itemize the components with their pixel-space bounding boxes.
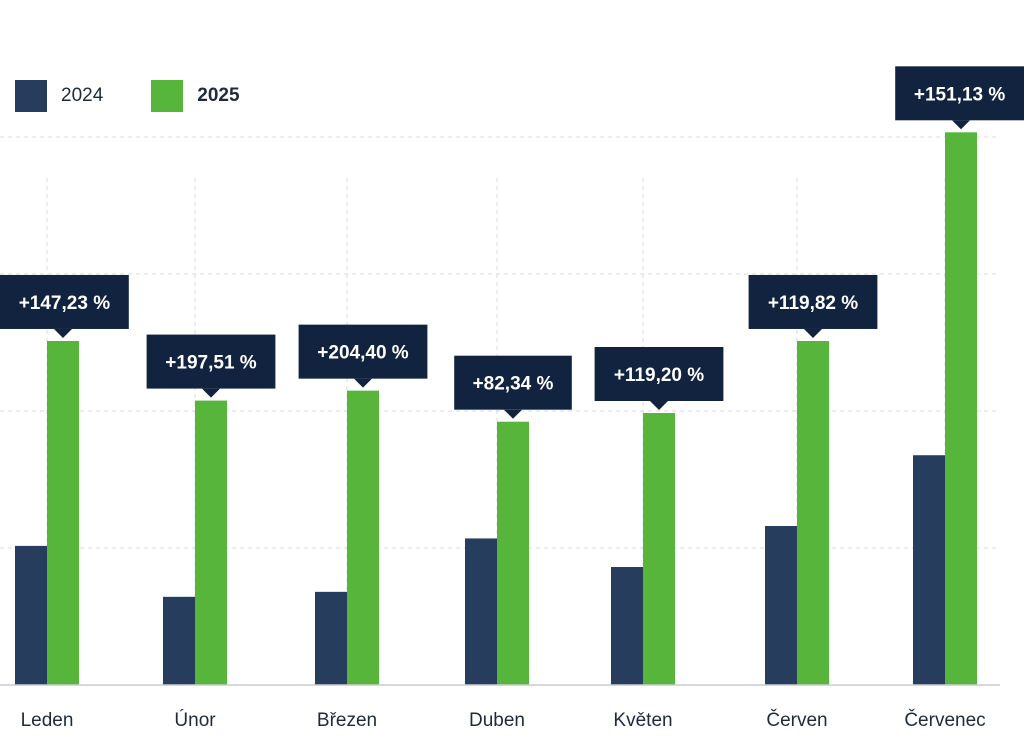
bar-2025-Duben bbox=[497, 421, 529, 685]
annotation-pointer bbox=[54, 328, 72, 338]
bar-2025-Červenec bbox=[945, 132, 977, 685]
annotation-box bbox=[594, 347, 724, 402]
bar-2024-Březen bbox=[315, 591, 347, 685]
legend-swatch-2024 bbox=[15, 80, 47, 112]
x-tick-label: Březen bbox=[317, 710, 377, 731]
annotation-pointer bbox=[354, 378, 372, 388]
annotation-box bbox=[0, 274, 129, 329]
annotation-pointer bbox=[202, 388, 220, 398]
annotation-box bbox=[146, 334, 276, 389]
bar-2025-Únor bbox=[195, 400, 227, 685]
bar-2024-Únor bbox=[163, 596, 195, 685]
annotation-label: +204,40 % bbox=[317, 343, 408, 364]
x-tick-label: Červenec bbox=[904, 709, 985, 731]
annotation-label: +151,13 % bbox=[914, 84, 1005, 105]
bar-2024-Červenec bbox=[913, 455, 945, 685]
annotation-label: +119,20 % bbox=[614, 365, 704, 386]
x-tick-label: Únor bbox=[174, 709, 216, 731]
legend-label-2025: 2025 bbox=[197, 85, 240, 106]
x-tick-label: Duben bbox=[469, 710, 525, 731]
bar-2025-Leden bbox=[47, 340, 79, 685]
bar-2024-Červen bbox=[765, 526, 797, 685]
x-tick-label: Leden bbox=[21, 710, 74, 731]
bar-2024-Leden bbox=[15, 545, 47, 685]
annotation-pointer bbox=[504, 409, 522, 419]
legend: 2024 2025 bbox=[15, 80, 288, 112]
bar-2024-Duben bbox=[465, 538, 497, 685]
bar-2025-Květen bbox=[643, 413, 675, 685]
annotation-label: +147,23 % bbox=[19, 293, 110, 314]
annotation-label: +197,51 % bbox=[165, 353, 256, 374]
bar-2025-Březen bbox=[347, 390, 379, 685]
annotation-box bbox=[748, 274, 878, 329]
legend-label-2024: 2024 bbox=[61, 85, 104, 106]
x-tick-label: Květen bbox=[613, 710, 672, 731]
bar-2024-Květen bbox=[611, 567, 643, 685]
x-tick-label: Červen bbox=[766, 709, 827, 731]
legend-item-2025: 2025 bbox=[151, 80, 240, 112]
annotation-pointer bbox=[650, 401, 668, 411]
legend-item-2024: 2024 bbox=[15, 80, 103, 112]
annotation-label: +119,82 % bbox=[768, 293, 858, 314]
annotation-label: +82,34 % bbox=[473, 374, 554, 395]
annotation-box bbox=[298, 324, 428, 379]
legend-swatch-2025 bbox=[151, 80, 184, 112]
bar-2025-Červen bbox=[797, 340, 829, 685]
annotation-pointer bbox=[952, 120, 970, 130]
annotation-pointer bbox=[804, 328, 822, 338]
annotation-box bbox=[454, 355, 572, 410]
annotation-box bbox=[895, 66, 1024, 121]
